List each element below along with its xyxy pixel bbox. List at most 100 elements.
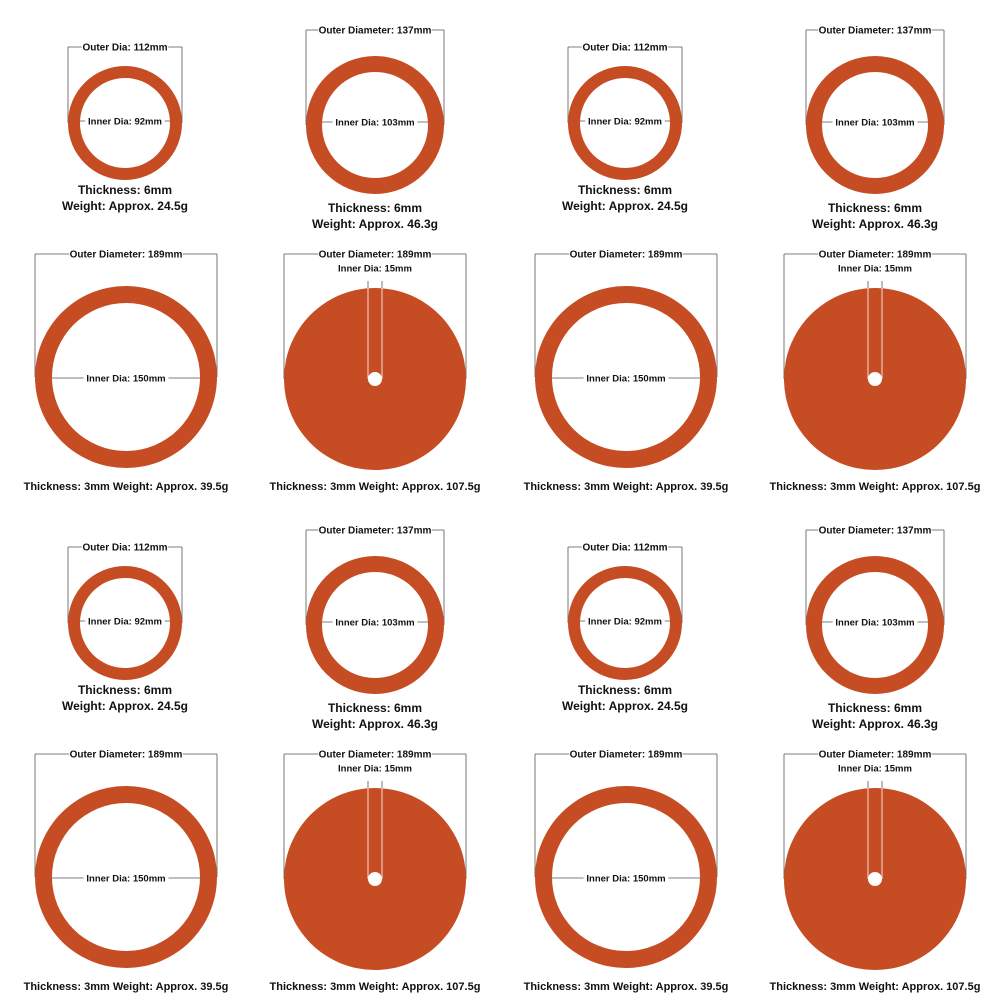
spec-line-primary: Thickness: 6mm	[828, 201, 922, 215]
spec-line-primary: Thickness: 6mm	[78, 683, 172, 697]
outer-label-bg	[818, 23, 932, 35]
inner-diameter-label: Inner Dia: 92mm	[88, 617, 162, 628]
ring-gasket: Inner Dia: 92mm Outer Dia: 112mm Thickness…	[62, 540, 188, 713]
outer-label-bg	[318, 247, 432, 259]
spec-line-secondary: Weight: Approx. 46.3g	[812, 217, 938, 231]
outer-label-bg	[318, 23, 432, 35]
inner-label-bg	[83, 871, 169, 883]
outer-label-bg	[818, 747, 932, 759]
outer-diameter-label: Outer Diameter: 189mm	[819, 750, 932, 761]
inner-label-bg	[583, 371, 669, 383]
outer-diameter-label: Outer Dia: 112mm	[82, 543, 167, 554]
inner-label-bg	[832, 115, 918, 127]
spec-line-secondary: Weight: Approx. 24.5g	[62, 699, 188, 713]
outer-diameter-label: Outer Diameter: 137mm	[819, 526, 932, 537]
ring-gasket: Inner Dia: 103mm Outer Diameter: 137mm Thi…	[305, 23, 445, 231]
inner-label-bg	[83, 371, 169, 383]
inner-label-bg	[332, 115, 418, 127]
outer-diameter-label: Outer Diameter: 189mm	[570, 250, 683, 261]
spec-line-secondary: Weight: Approx. 24.5g	[62, 199, 188, 213]
inner-diameter-label: Inner Dia: 103mm	[835, 118, 914, 129]
disc-gasket: Inner Dia: 15mm Outer Diameter: 189mm Thic…	[270, 747, 481, 993]
inner-diameter-label: Inner Dia: 92mm	[588, 617, 662, 628]
spec-line-primary: Thickness: 3mm Weight: Approx. 39.5g	[524, 981, 729, 993]
inner-diameter-label: Inner Dia: 103mm	[335, 118, 414, 129]
gasket-disc-body	[784, 788, 966, 970]
outer-label-bg	[581, 40, 669, 52]
outer-label-bg	[818, 523, 932, 535]
ring-gasket: Inner Dia: 92mm Outer Dia: 112mm Thickness…	[562, 540, 688, 713]
spec-line-primary: Thickness: 3mm Weight: Approx. 107.5g	[270, 981, 481, 993]
spec-line-primary: Thickness: 6mm	[328, 701, 422, 715]
spec-line-primary: Thickness: 3mm Weight: Approx. 107.5g	[770, 981, 981, 993]
ring-gasket: Inner Dia: 150mm Outer Diameter: 189mm Thi…	[24, 747, 229, 993]
spec-line-secondary: Weight: Approx. 46.3g	[812, 717, 938, 731]
gasket-disc-body	[784, 288, 966, 470]
ring-gasket: Inner Dia: 150mm Outer Diameter: 189mm Thi…	[524, 247, 729, 493]
outer-label-bg	[318, 523, 432, 535]
outer-diameter-label: Outer Diameter: 189mm	[70, 750, 183, 761]
inner-diameter-label: Inner Dia: 150mm	[86, 374, 165, 385]
inner-label-bg	[583, 871, 669, 883]
outer-label-bg	[318, 747, 432, 759]
outer-label-bg	[569, 247, 683, 259]
inner-label-bg	[332, 615, 418, 627]
inner-diameter-label: Inner Dia: 92mm	[88, 117, 162, 128]
outer-label-bg	[81, 40, 169, 52]
outer-diameter-label: Outer Dia: 112mm	[82, 43, 167, 54]
ring-gasket: Inner Dia: 103mm Outer Diameter: 137mm Thi…	[805, 523, 945, 731]
outer-diameter-label: Outer Diameter: 137mm	[819, 26, 932, 37]
inner-label-bg	[585, 114, 665, 126]
inner-label-bg	[85, 614, 165, 626]
disc-gasket: Inner Dia: 15mm Outer Diameter: 189mm Thic…	[770, 747, 981, 993]
outer-diameter-label: Outer Diameter: 189mm	[319, 250, 432, 261]
inner-diameter-label: Inner Dia: 150mm	[86, 874, 165, 885]
inner-diameter-label: Inner Dia: 103mm	[335, 618, 414, 629]
outer-diameter-label: Outer Diameter: 189mm	[319, 750, 432, 761]
outer-diameter-label: Outer Diameter: 137mm	[319, 526, 432, 537]
inner-diameter-label: Inner Dia: 92mm	[588, 117, 662, 128]
outer-diameter-label: Outer Diameter: 189mm	[819, 250, 932, 261]
ring-gasket: Inner Dia: 92mm Outer Dia: 112mm Thickness…	[62, 40, 188, 213]
ring-gasket: Inner Dia: 150mm Outer Diameter: 189mm Thi…	[24, 247, 229, 493]
ring-gasket: Inner Dia: 103mm Outer Diameter: 137mm Thi…	[305, 523, 445, 731]
outer-label-bg	[818, 247, 932, 259]
inner-diameter-label: Inner Dia: 103mm	[835, 618, 914, 629]
ring-gasket: Inner Dia: 92mm Outer Dia: 112mm Thickness…	[562, 40, 688, 213]
inner-diameter-label: Inner Dia: 15mm	[838, 264, 912, 275]
outer-diameter-label: Outer Diameter: 189mm	[70, 250, 183, 261]
outer-diameter-label: Outer Diameter: 189mm	[570, 750, 683, 761]
spec-line-primary: Thickness: 3mm Weight: Approx. 39.5g	[24, 481, 229, 493]
spec-line-primary: Thickness: 6mm	[328, 201, 422, 215]
inner-label-bg	[85, 114, 165, 126]
spec-line-primary: Thickness: 3mm Weight: Approx. 107.5g	[770, 481, 981, 493]
inner-diameter-label: Inner Dia: 15mm	[338, 264, 412, 275]
ring-gasket: Inner Dia: 103mm Outer Diameter: 137mm Thi…	[805, 23, 945, 231]
gasket-disc-body	[284, 788, 466, 970]
inner-label-bg	[585, 614, 665, 626]
spec-line-primary: Thickness: 3mm Weight: Approx. 39.5g	[24, 981, 229, 993]
disc-gasket: Inner Dia: 15mm Outer Diameter: 189mm Thic…	[770, 247, 981, 493]
spec-line-primary: Thickness: 6mm	[78, 183, 172, 197]
inner-diameter-label: Inner Dia: 15mm	[338, 764, 412, 775]
spec-line-primary: Thickness: 3mm Weight: Approx. 39.5g	[524, 481, 729, 493]
inner-diameter-label: Inner Dia: 15mm	[838, 764, 912, 775]
spec-line-primary: Thickness: 3mm Weight: Approx. 107.5g	[270, 481, 481, 493]
inner-diameter-label: Inner Dia: 150mm	[586, 874, 665, 885]
spec-line-secondary: Weight: Approx. 24.5g	[562, 699, 688, 713]
outer-label-bg	[69, 747, 183, 759]
inner-label-bg	[832, 615, 918, 627]
spec-line-secondary: Weight: Approx. 24.5g	[562, 199, 688, 213]
outer-label-bg	[69, 247, 183, 259]
outer-label-bg	[581, 540, 669, 552]
spec-line-primary: Thickness: 6mm	[578, 183, 672, 197]
outer-diameter-label: Outer Diameter: 137mm	[319, 26, 432, 37]
gasket-disc-body	[284, 288, 466, 470]
disc-gasket: Inner Dia: 15mm Outer Diameter: 189mm Thic…	[270, 247, 481, 493]
outer-label-bg	[81, 540, 169, 552]
spec-line-primary: Thickness: 6mm	[578, 683, 672, 697]
spec-line-secondary: Weight: Approx. 46.3g	[312, 717, 438, 731]
spec-line-primary: Thickness: 6mm	[828, 701, 922, 715]
inner-diameter-label: Inner Dia: 150mm	[586, 374, 665, 385]
